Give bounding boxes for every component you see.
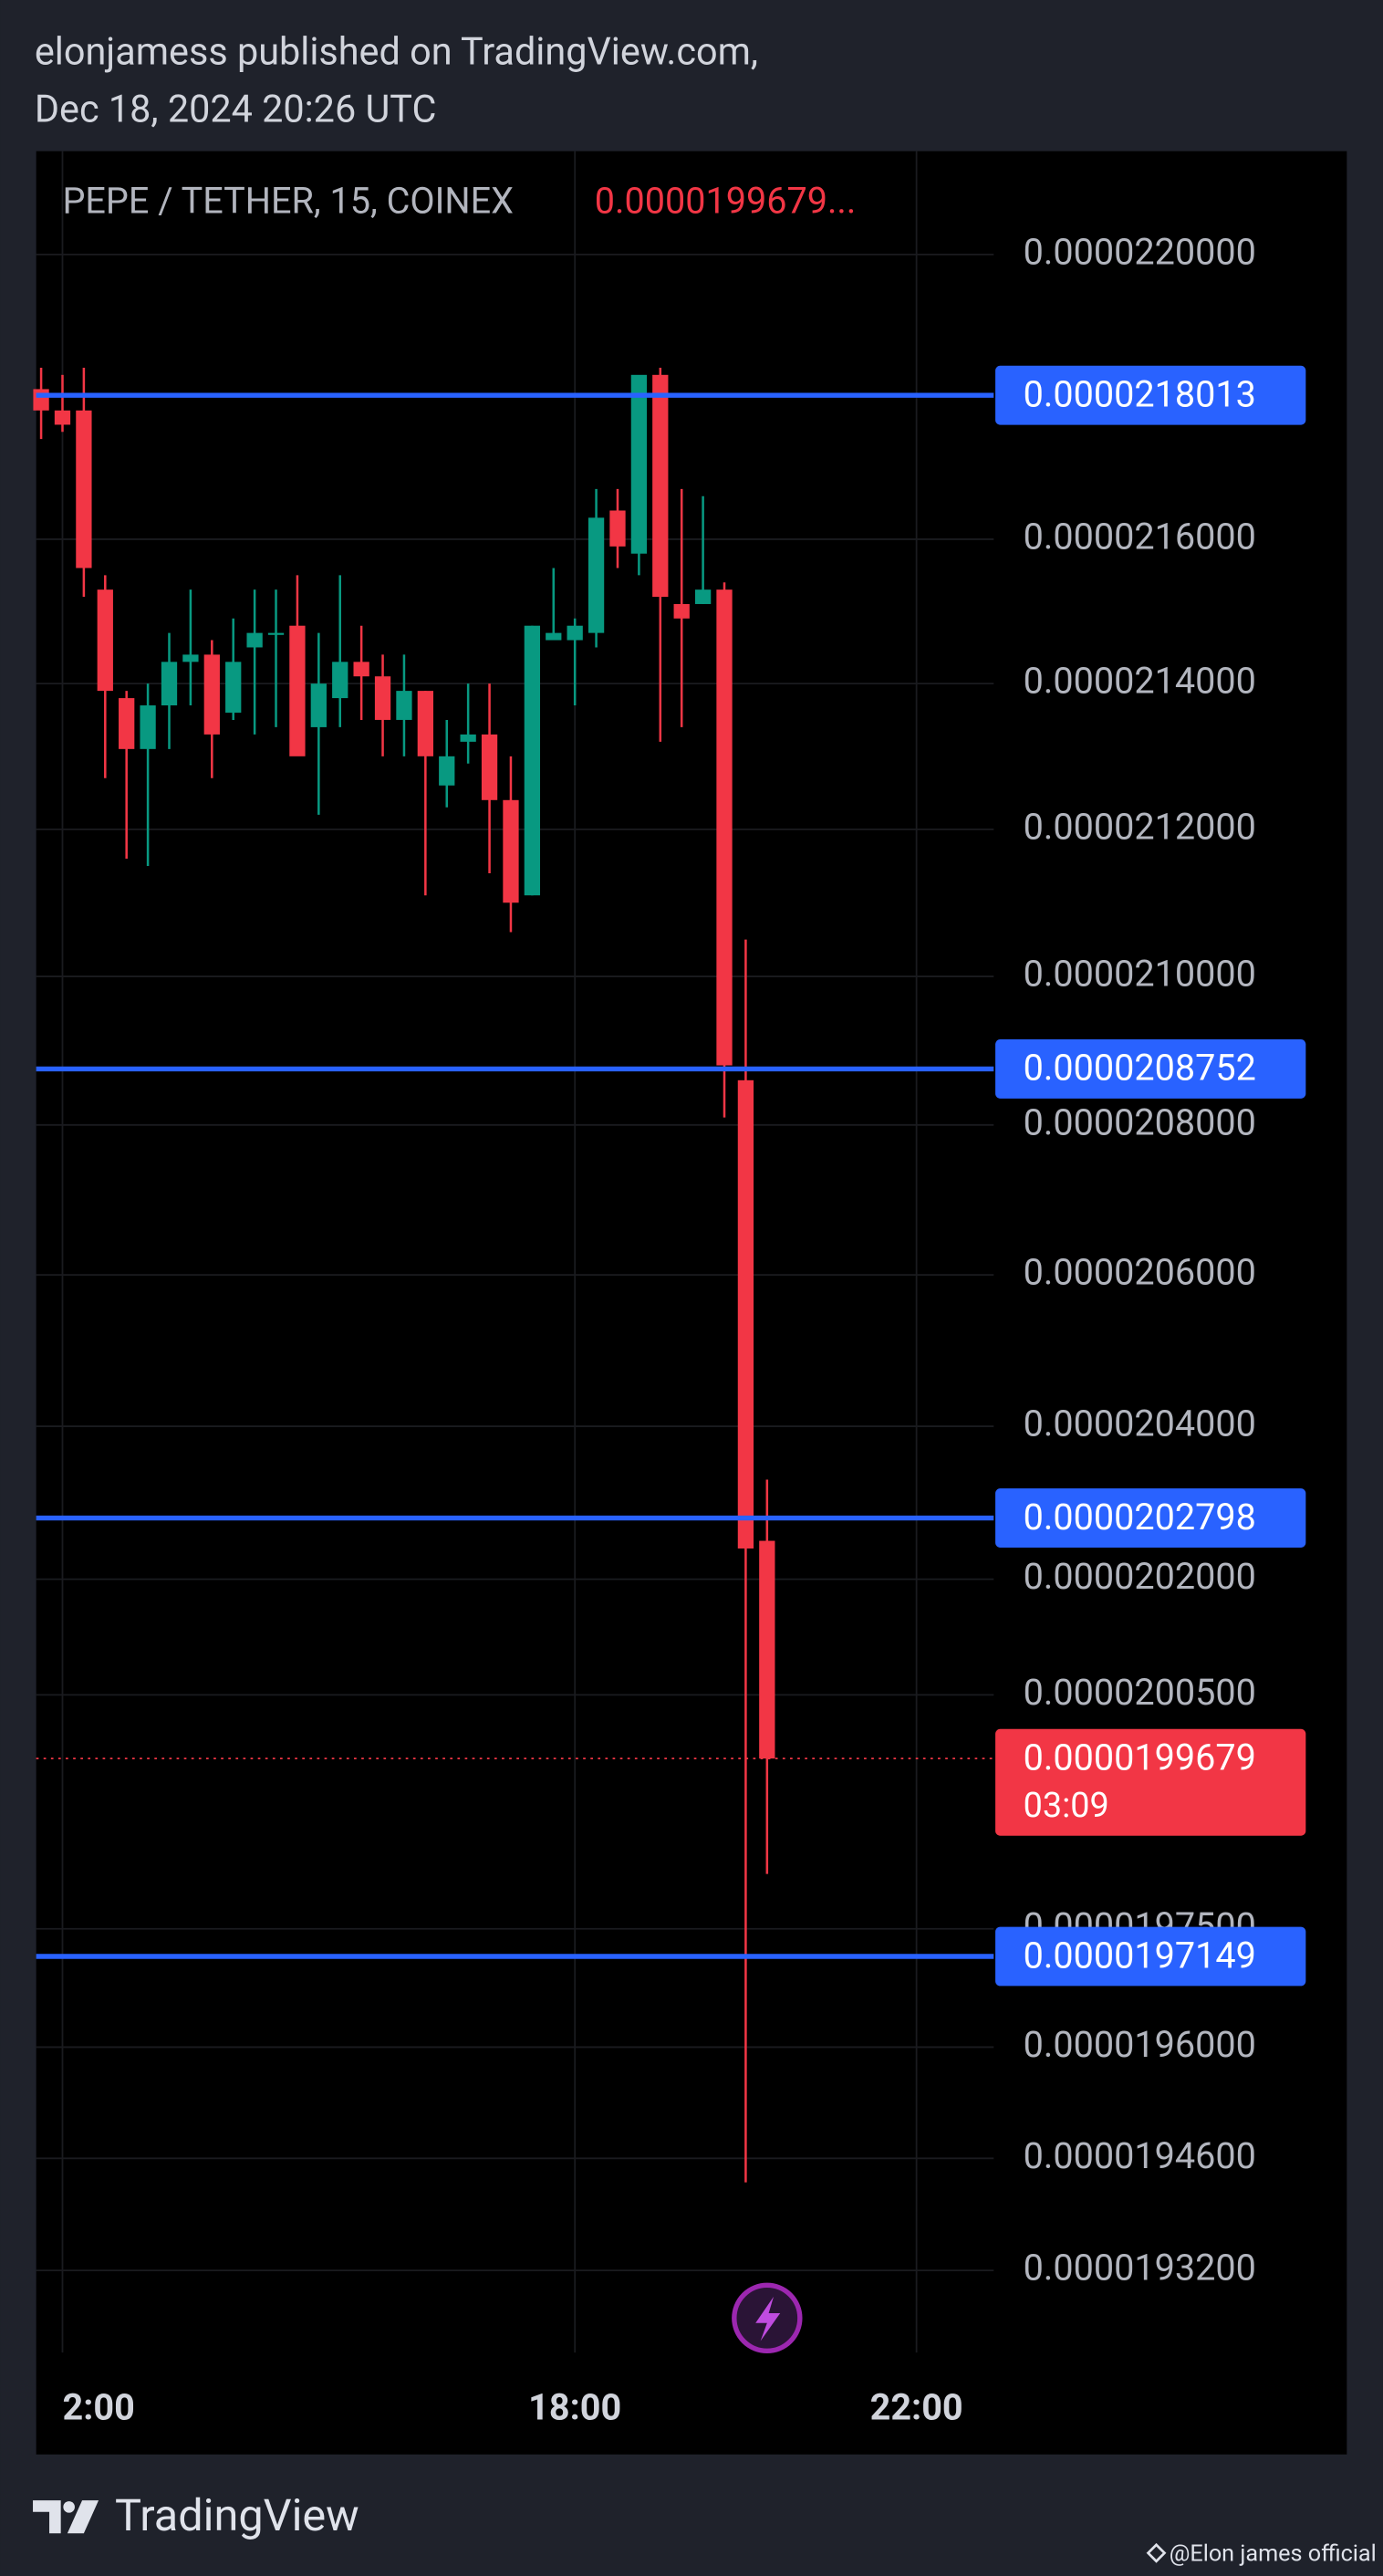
- header-price: 0.0000199679...: [595, 180, 857, 223]
- candle-body: [246, 632, 263, 648]
- price-line-label-box: [995, 1039, 1306, 1099]
- last-price-label: 0.0000199679: [1024, 1736, 1256, 1778]
- candle-body: [609, 510, 626, 547]
- candle-body: [374, 676, 391, 720]
- price-line-label: 0.0000208752: [1024, 1047, 1256, 1090]
- logo-dot: [63, 2501, 75, 2513]
- candle-body: [33, 389, 49, 411]
- candle-body: [54, 410, 71, 425]
- price-line-label: 0.0000202798: [1024, 1496, 1256, 1538]
- candle-body: [310, 683, 327, 727]
- candle-body: [76, 410, 92, 568]
- candle-body: [716, 589, 733, 1066]
- y-tick-label: 0.0000193200: [1024, 2247, 1256, 2289]
- publisher-line: elonjamess published on TradingView.com,: [35, 30, 758, 74]
- candle-body: [289, 625, 306, 756]
- bolt: [755, 2296, 781, 2341]
- logo-t: [33, 2500, 61, 2534]
- watermark: @Elon james official: [1170, 2540, 1377, 2567]
- candle-body: [759, 1540, 775, 1759]
- y-tick-label: 0.0000194600: [1024, 2134, 1256, 2177]
- y-tick-label: 0.0000210000: [1024, 953, 1256, 996]
- y-tick-label: 0.0000204000: [1024, 1402, 1256, 1444]
- symbol-title: PEPE / TETHER, 15, COINEX: [62, 180, 514, 223]
- candle-body: [503, 799, 519, 903]
- candle-body: [439, 756, 455, 786]
- candle-body: [694, 589, 712, 604]
- y-tick-label: 0.0000212000: [1024, 805, 1256, 848]
- candle-body: [161, 662, 178, 706]
- candle-body: [481, 734, 498, 800]
- candle-body: [396, 691, 412, 720]
- logo-v: [67, 2500, 99, 2534]
- candle-body: [652, 374, 669, 598]
- price-line-label-box: [995, 1926, 1306, 1987]
- candle-body: [460, 734, 476, 742]
- price-line-label: 0.0000218013: [1024, 372, 1256, 415]
- candle-body: [588, 517, 605, 633]
- candle-body: [630, 374, 648, 554]
- candle-body: [417, 691, 433, 756]
- x-tick-label: 18:00: [528, 2386, 621, 2429]
- price-line-label: 0.0000197149: [1024, 1934, 1256, 1976]
- candle-body: [140, 705, 156, 749]
- candle-body: [203, 654, 220, 735]
- y-tick-label: 0.0000216000: [1024, 515, 1256, 558]
- y-tick-label: 0.0000196000: [1024, 2023, 1256, 2066]
- brand-logo: [33, 2500, 99, 2534]
- y-tick-label: 0.0000208000: [1024, 1100, 1256, 1143]
- chart-panel: [36, 151, 1347, 2455]
- publish-date: Dec 18, 2024 20:26 UTC: [35, 88, 437, 131]
- price-line-label-box: [995, 365, 1306, 425]
- price-line-label-box: [995, 1488, 1306, 1548]
- brand: TradingView: [115, 2489, 359, 2541]
- candle-body: [673, 603, 690, 619]
- candle-body: [119, 698, 135, 749]
- y-tick-label: 0.0000200500: [1024, 1671, 1256, 1714]
- candle-body: [567, 625, 583, 641]
- candle-body: [546, 632, 562, 641]
- candle-body: [225, 662, 242, 713]
- candle-body: [524, 625, 541, 896]
- y-tick-label: 0.0000220000: [1024, 230, 1256, 273]
- candle-body: [97, 589, 113, 692]
- last-price-box: [995, 1728, 1306, 1836]
- candle-body: [267, 632, 285, 635]
- y-tick-label: 0.0000214000: [1024, 660, 1256, 703]
- candle-body: [353, 662, 369, 677]
- candle-body: [182, 654, 199, 662]
- countdown: 03:09: [1024, 1786, 1109, 1826]
- y-tick-label: 0.0000206000: [1024, 1251, 1256, 1294]
- watermark-icon: [1146, 2542, 1167, 2563]
- x-tick-label: 2:00: [62, 2386, 134, 2429]
- candle-body: [737, 1079, 754, 1549]
- chart-layer: 0.0000220000 0.0000216000 0.0000214000 0.00…: [33, 151, 1306, 2429]
- x-tick-label: 22:00: [870, 2386, 963, 2429]
- y-tick-label: 0.0000202000: [1024, 1555, 1256, 1598]
- candle-body: [332, 662, 348, 699]
